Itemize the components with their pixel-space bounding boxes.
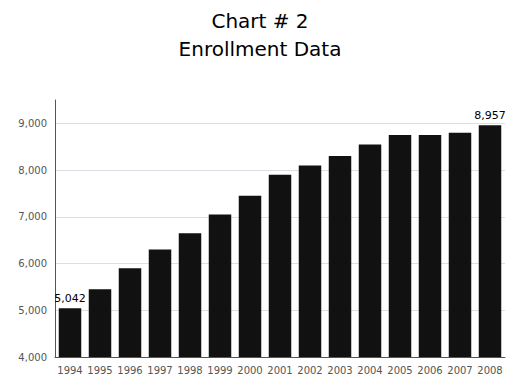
svg-text:1998: 1998 bbox=[177, 365, 202, 376]
svg-text:1999: 1999 bbox=[207, 365, 232, 376]
svg-text:5,000: 5,000 bbox=[18, 305, 47, 316]
svg-text:1994: 1994 bbox=[57, 365, 82, 376]
svg-text:Enrollment Data: Enrollment Data bbox=[179, 37, 342, 61]
svg-text:2006: 2006 bbox=[417, 365, 442, 376]
svg-text:8,957: 8,957 bbox=[474, 109, 506, 122]
svg-text:2005: 2005 bbox=[387, 365, 412, 376]
svg-text:9,000: 9,000 bbox=[18, 118, 47, 129]
svg-text:2007: 2007 bbox=[447, 365, 472, 376]
svg-text:4,000: 4,000 bbox=[18, 352, 47, 363]
svg-text:8,000: 8,000 bbox=[18, 165, 47, 176]
svg-text:1997: 1997 bbox=[147, 365, 172, 376]
svg-text:7,000: 7,000 bbox=[18, 211, 47, 222]
svg-text:2001: 2001 bbox=[267, 365, 292, 376]
svg-text:2002: 2002 bbox=[297, 365, 322, 376]
svg-text:2003: 2003 bbox=[327, 365, 352, 376]
svg-text:2004: 2004 bbox=[357, 365, 382, 376]
svg-text:Chart # 2: Chart # 2 bbox=[211, 9, 308, 33]
svg-text:1995: 1995 bbox=[87, 365, 112, 376]
svg-text:1996: 1996 bbox=[117, 365, 142, 376]
svg-text:6,000: 6,000 bbox=[18, 258, 47, 269]
svg-text:5,042: 5,042 bbox=[54, 292, 86, 305]
svg-text:2008: 2008 bbox=[477, 365, 502, 376]
svg-text:2000: 2000 bbox=[237, 365, 262, 376]
